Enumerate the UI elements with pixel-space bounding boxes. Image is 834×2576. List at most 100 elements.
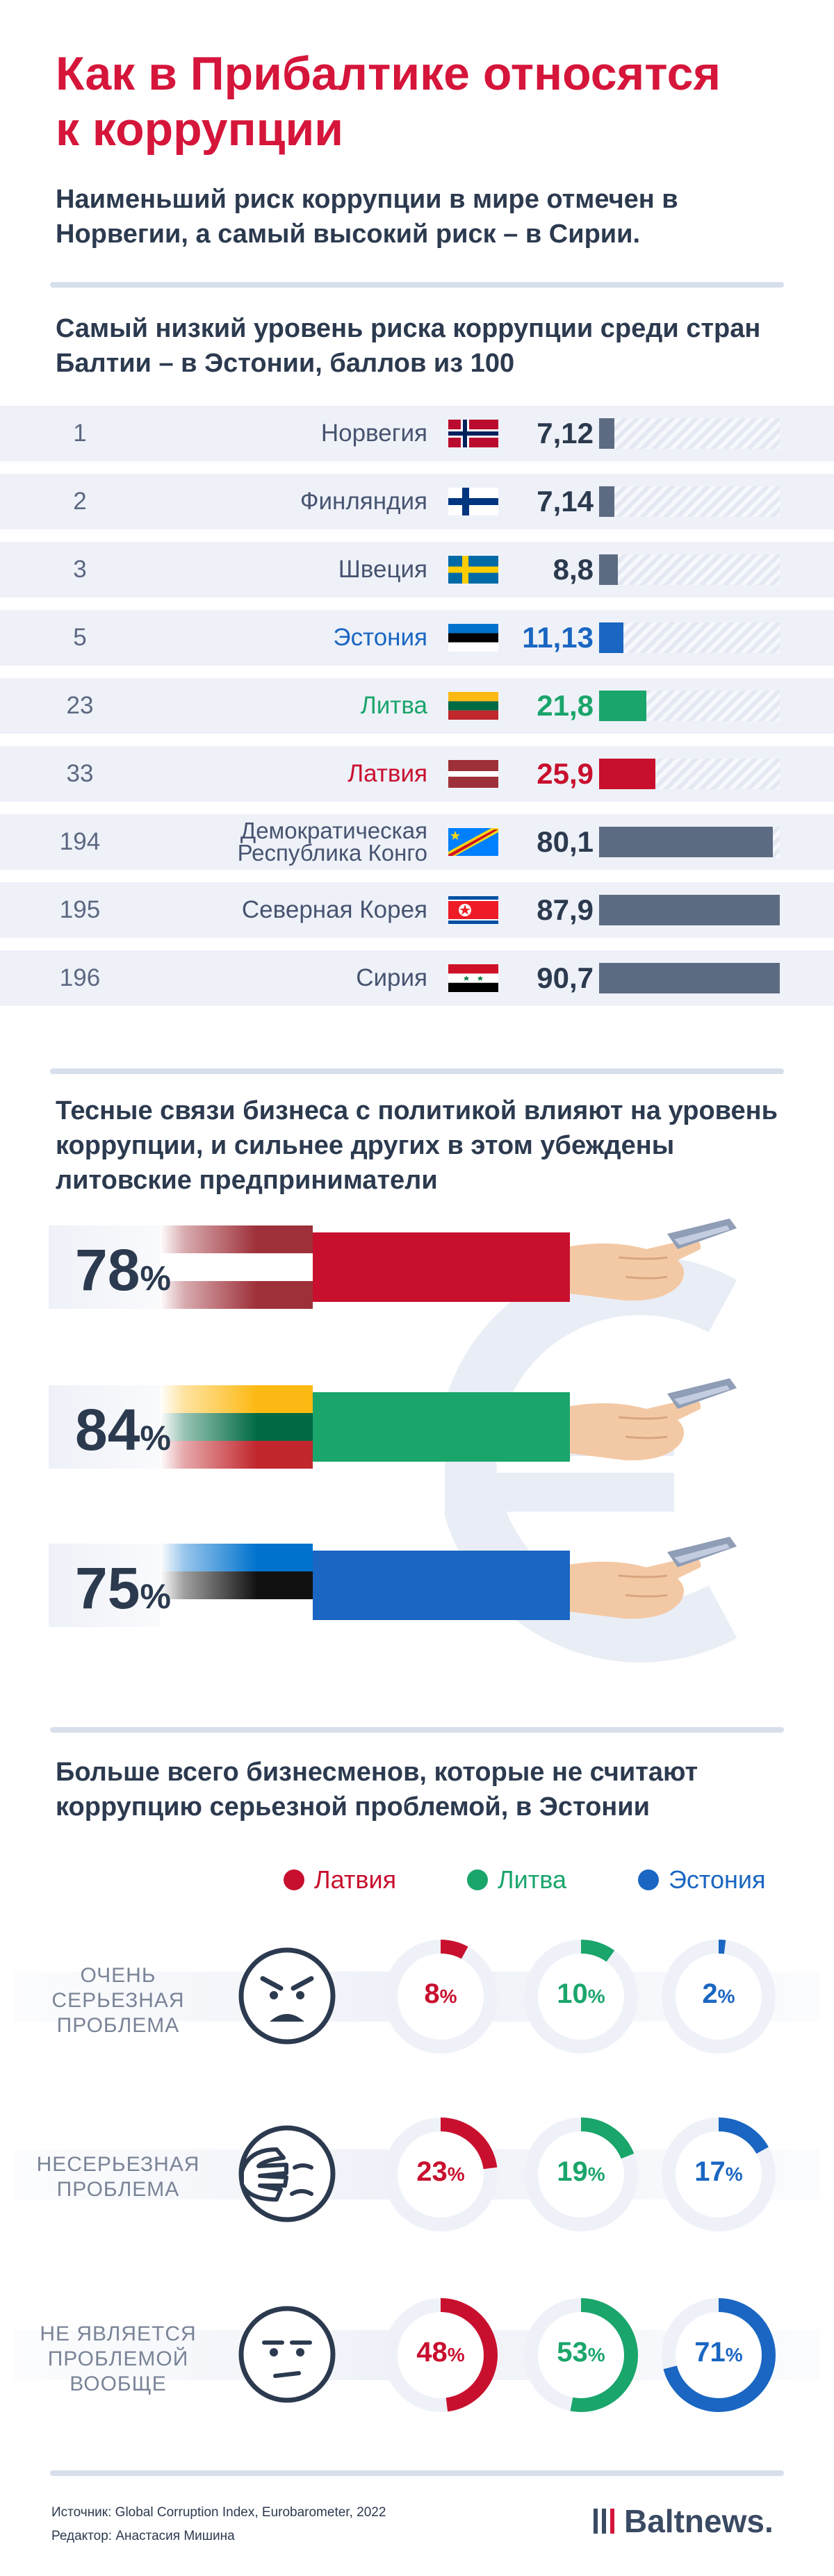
bar <box>599 418 615 449</box>
donut-number: 8 <box>424 1979 440 2009</box>
donut-unit: % <box>439 1985 457 2007</box>
legend-latvia: Латвия <box>284 1865 396 1895</box>
bar <box>599 486 615 517</box>
percent-label: 78% <box>75 1237 171 1304</box>
donut-value: 17% <box>657 2156 780 2188</box>
donut-arc <box>524 2117 638 2231</box>
value-label: 7,14 <box>537 485 594 518</box>
donut-unit: % <box>717 1985 735 2007</box>
country-label: Сирия <box>356 964 427 991</box>
divider <box>50 2470 784 2476</box>
country-label: Эстония <box>333 624 427 651</box>
index-row: 2 Финляндия 7,14 <box>0 474 834 529</box>
sleeve-bar-latvia <box>49 1219 737 1309</box>
donut-number: 17 <box>694 2156 726 2187</box>
country-label: Швеция <box>338 556 427 583</box>
percent-value: 78 <box>75 1237 140 1303</box>
donut-chart <box>384 2298 498 2412</box>
bar <box>599 895 780 925</box>
percent-unit: % <box>140 1259 171 1298</box>
donut-arc <box>524 1940 638 2054</box>
donut-unit: % <box>725 2344 743 2366</box>
donut-number: 2 <box>702 1979 718 2009</box>
bar-track <box>599 622 780 653</box>
value-label: 21,8 <box>537 689 594 722</box>
percent-value: 75 <box>75 1555 140 1621</box>
bar <box>599 759 655 789</box>
donut-value: 8% <box>379 1979 502 2010</box>
value-label: 7,12 <box>537 417 594 449</box>
rank-label: 2 <box>73 488 87 515</box>
sweden-flag <box>448 556 498 584</box>
donut-number: 10 <box>557 1979 588 2009</box>
angry-face-icon <box>238 1947 336 2045</box>
percent-label: 84% <box>75 1396 171 1464</box>
problem-label: НЕ ЯВЛЯЕТСЯ ПРОБЛЕМОЙ ВООБЩЕ <box>40 2322 197 2395</box>
percent-unit: % <box>140 1577 171 1616</box>
section-title-business: Тесные связи бизнеса с политикой влияют … <box>56 1096 778 1195</box>
rank-label: 33 <box>66 760 94 787</box>
country-label: Финляндия <box>300 488 427 515</box>
bar <box>599 622 623 653</box>
donut-arc <box>384 1940 498 2054</box>
index-row: 3 Швеция 8,8 <box>0 542 834 597</box>
indifferent-face-icon <box>238 2306 336 2403</box>
problem-label: НЕСЕРЬЕЗНАЯ ПРОБЛЕМА <box>36 2153 200 2201</box>
donut-number: 53 <box>557 2337 588 2368</box>
value-label: 90,7 <box>537 961 594 994</box>
donut-value: 48% <box>379 2337 502 2368</box>
donut-chart <box>524 1940 638 2054</box>
country-label: Северная Корея <box>241 896 427 923</box>
donut-unit: % <box>447 2163 465 2185</box>
rank-label: 23 <box>66 692 94 719</box>
rank-label: 1 <box>73 420 87 447</box>
donut-chart <box>524 2298 638 2412</box>
bar-track <box>599 486 780 517</box>
value-label: 8,8 <box>553 553 594 586</box>
country-label: Литва <box>360 692 427 719</box>
problem-label: ОЧЕНЬ СЕРЬЕЗНАЯ ПРОБЛЕМА <box>51 1964 185 2037</box>
percent-value: 84 <box>75 1397 140 1462</box>
index-row: 194 Демократическая Республика Конго 80,1 <box>0 814 834 870</box>
donut-chart <box>384 1940 498 2054</box>
legend-lithuania: Литва <box>467 1865 566 1895</box>
bar <box>599 963 780 993</box>
norway-flag <box>448 420 498 447</box>
country-label: Норвегия <box>320 420 427 447</box>
sleeve-bar-lithuania <box>49 1378 737 1469</box>
donut-arc <box>662 1940 776 2054</box>
index-row: 195 Северная Корея 87,9 <box>0 882 834 938</box>
finland-flag <box>448 488 498 515</box>
latvia-flag <box>448 760 498 788</box>
divider <box>50 1727 784 1733</box>
bar-track <box>599 418 780 449</box>
donut-value: 10% <box>520 1979 642 2010</box>
legend-dot-lithuania <box>467 1869 488 1890</box>
value-label: 87,9 <box>537 893 594 926</box>
page-title: Как в Прибалтике относятся к коррупции <box>56 47 721 156</box>
bar-track <box>599 554 780 585</box>
donut-arc <box>662 2117 776 2231</box>
value-label: 25,9 <box>537 757 594 790</box>
donut-value: 53% <box>520 2337 642 2368</box>
legend-dot-estonia <box>638 1869 659 1890</box>
donut-chart <box>384 2117 498 2231</box>
donut-unit: % <box>587 1985 605 2007</box>
percent-unit: % <box>140 1419 171 1458</box>
divider <box>50 1068 784 1074</box>
donut-unit: % <box>587 2344 605 2366</box>
estonia-flag <box>448 624 498 652</box>
index-row: 1 Норвегия 7,12 <box>0 406 834 461</box>
rank-label: 196 <box>59 964 101 991</box>
legend-estonia: Эстония <box>638 1865 765 1895</box>
donut-value: 2% <box>657 1979 780 2010</box>
brand-logo: Baltnews. <box>594 2502 774 2540</box>
donut-arc <box>384 2117 498 2231</box>
value-label: 11,13 <box>522 621 594 654</box>
donut-number: 71 <box>694 2337 726 2368</box>
donut-unit: % <box>587 2163 605 2185</box>
bar <box>599 827 773 857</box>
sleeve-bar-estonia <box>49 1537 737 1627</box>
editor-note: Редактор: Анастасия Мишина <box>51 2529 235 2543</box>
rank-label: 3 <box>73 556 87 583</box>
